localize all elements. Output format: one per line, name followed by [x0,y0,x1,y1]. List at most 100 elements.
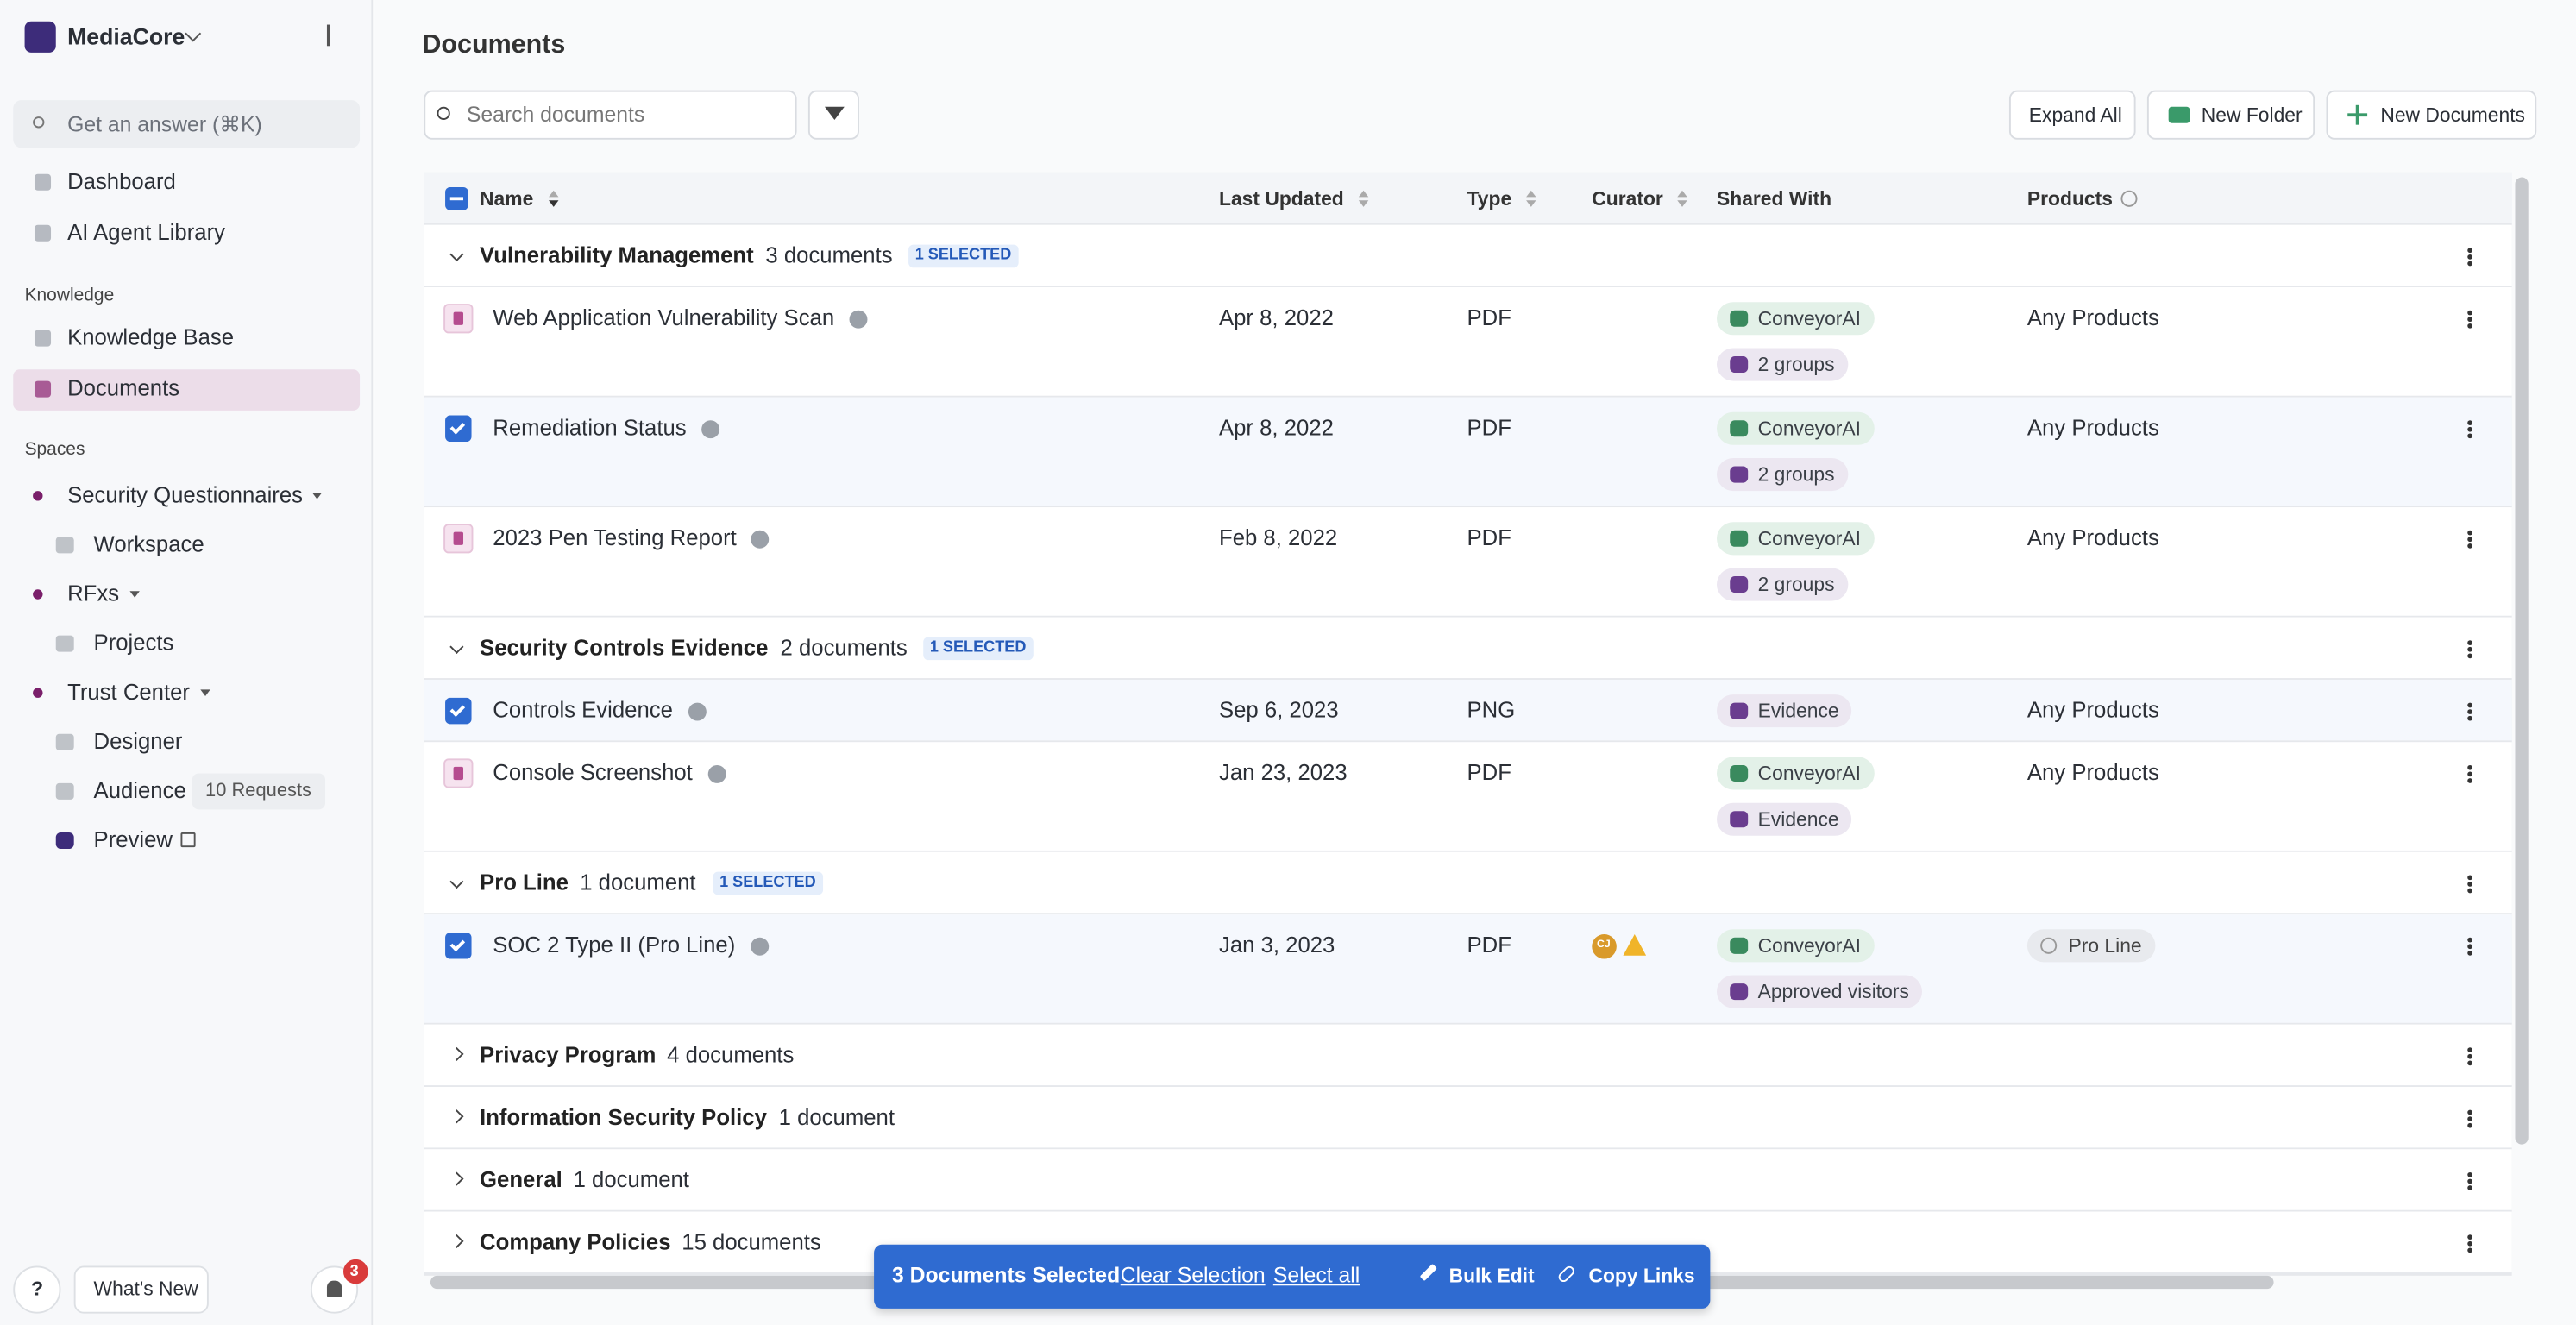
nav-item[interactable]: AI Agent Library [67,220,226,245]
select-all[interactable]: Select all [1272,1262,1360,1288]
group-row[interactable] [424,1086,2512,1150]
search-box[interactable] [13,100,361,148]
chip-icon [1730,937,1749,954]
kebab-dot [2467,323,2472,329]
sort-icon [549,200,559,207]
group-count: 15 documents [682,1229,821,1255]
info-icon [2120,190,2138,207]
row-checkbox[interactable] [445,933,472,959]
document-row[interactable] [424,742,2512,852]
column-header[interactable]: Shared With [1716,186,1832,210]
search-icon [437,106,450,120]
nav-item[interactable]: Documents [67,375,180,401]
document-row[interactable] [424,507,2512,618]
clear-selection[interactable]: Clear Selection [1120,1262,1266,1288]
space-label[interactable]: Security Questionnaires [67,482,304,508]
shared-chip-label: ConveyorAI [1757,417,1862,441]
shared-chip-label: Approved visitors [1757,980,1909,1003]
notification-badge [342,1259,368,1284]
badge [192,773,326,810]
space-child[interactable]: Preview [93,827,173,852]
column-header[interactable]: Name [480,186,534,210]
document-name[interactable]: Console Screenshot [493,760,693,785]
file-type: PDF [1467,760,1511,785]
space-child[interactable]: Designer [93,729,183,754]
search-input[interactable] [424,90,797,140]
column-header[interactable]: Products [2026,186,2113,210]
chip-icon [1730,466,1749,483]
nav-item[interactable]: Knowledge Base [67,324,235,350]
row-checkbox[interactable] [445,415,472,442]
kebab-dot [2467,715,2472,721]
page-title: Documents [422,31,566,60]
document-name[interactable]: Controls Evidence [493,697,673,723]
shared-chip [1716,975,1923,1008]
chip-icon [1730,420,1749,437]
child-icon [55,733,74,750]
document-name[interactable]: 2023 Pen Testing Report [493,525,737,550]
kebab-dot [2467,1116,2472,1121]
group-row[interactable] [424,1149,2512,1212]
nav-icon [34,224,52,242]
row-checkbox[interactable] [445,697,472,725]
selected-badge-bg [923,637,1034,661]
header-button-label[interactable]: New Documents [2380,103,2525,127]
caret [129,591,140,598]
v-scrollbar[interactable] [2515,177,2529,1145]
bulk-edit[interactable]: Bulk Edit [1448,1264,1535,1288]
kebab-dot [2467,875,2472,881]
nav-active [13,369,361,411]
copy-links[interactable]: Copy Links [1588,1264,1695,1288]
filter-icon [824,106,845,120]
document-row[interactable] [424,914,2512,1025]
group-row[interactable] [424,617,2512,680]
product-chip-label: Pro Line [2068,933,2142,958]
space-label[interactable]: RFxs [67,581,120,606]
last-updated: Apr 8, 2022 [1218,415,1334,441]
header-button-label[interactable]: Expand All [2028,103,2122,127]
column-header[interactable]: Curator [1592,186,1663,210]
chip-icon [1730,576,1749,593]
column-header[interactable]: Type [1467,186,1512,210]
whats-new-button[interactable] [73,1265,209,1314]
header-button[interactable] [2008,90,2136,140]
document-name[interactable]: Remediation Status [493,415,687,441]
last-updated: Jan 23, 2023 [1218,760,1348,785]
space-child[interactable]: Workspace [93,531,204,557]
document-row[interactable] [424,397,2512,508]
whats-new[interactable]: What's New [93,1277,198,1301]
document-row[interactable] [424,287,2512,398]
group-row[interactable] [424,1024,2512,1087]
header-button-label[interactable]: New Folder [2201,103,2303,127]
collapse-button[interactable] [326,24,349,47]
space-child[interactable]: Projects [93,630,174,656]
kebab-dot [2467,254,2472,260]
file-type: PDF [1467,305,1511,330]
space-dot [33,491,43,501]
nav-item[interactable]: Dashboard [67,169,176,194]
kebab-dot [2467,530,2472,536]
shared-chip-label: ConveyorAI [1757,933,1862,958]
space-child[interactable]: Audience [93,778,186,803]
document-name[interactable]: Web Application Vulnerability Scan [493,305,835,330]
space-label[interactable]: Trust Center [67,679,191,705]
chip-icon [1730,983,1749,1001]
search-placeholder[interactable]: Get an answer (⌘K) [67,111,262,136]
kebab-dot [2467,1122,2472,1128]
kebab-dot [2467,1060,2472,1066]
kebab-dot [2467,1178,2472,1184]
child-icon [55,782,74,800]
group-row[interactable] [424,224,2512,288]
last-updated: Jan 3, 2023 [1218,933,1335,958]
document-row[interactable] [424,679,2512,743]
workspace-name: MediaCore [67,22,185,50]
document-name[interactable]: SOC 2 Type II (Pro Line) [493,933,736,958]
search-placeholder[interactable]: Search documents [466,102,645,127]
help-button[interactable] [13,1265,61,1314]
column-header[interactable]: Last Updated [1218,186,1344,210]
kebab-dot [2467,882,2472,887]
header-checkbox-dash [449,197,464,201]
file-type: PNG [1467,697,1516,723]
